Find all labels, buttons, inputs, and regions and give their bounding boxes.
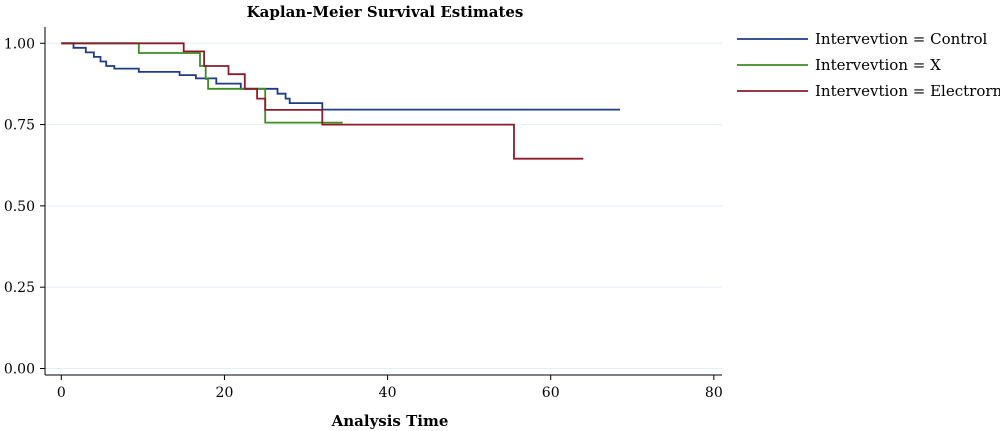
survival-curve-2 [61, 42, 584, 160]
y-axis-ticks: 0.00 0.25 0.50 0.75 1.00 [4, 36, 45, 377]
x-axis-label: Analysis Time [331, 412, 449, 430]
legend-label-2: Intervevtion = Electrorn [815, 82, 1000, 100]
survival-curve-1 [61, 42, 343, 124]
legend: Intervevtion = Control Intervevtion = X In… [737, 30, 1000, 100]
legend-label-0: Intervevtion = Control [815, 30, 988, 48]
survival-curves [61, 42, 620, 160]
x-tick-label: 0 [57, 385, 66, 401]
x-axis-ticks: 0 20 40 60 80 [57, 375, 723, 401]
x-tick-label: 80 [705, 385, 723, 401]
y-tick-label: 0.25 [4, 280, 35, 296]
x-tick-label: 20 [216, 385, 234, 401]
y-tick-label: 1.00 [4, 36, 35, 52]
y-tick-label: 0.75 [4, 118, 35, 134]
chart-title: Kaplan-Meier Survival Estimates [247, 3, 524, 21]
legend-label-1: Intervevtion = X [815, 56, 941, 74]
x-tick-label: 40 [379, 385, 397, 401]
y-tick-label: 0.00 [4, 361, 35, 377]
x-tick-label: 60 [542, 385, 560, 401]
axes [44, 27, 722, 376]
survival-curve-0 [61, 42, 620, 111]
y-tick-label: 0.50 [4, 199, 35, 215]
